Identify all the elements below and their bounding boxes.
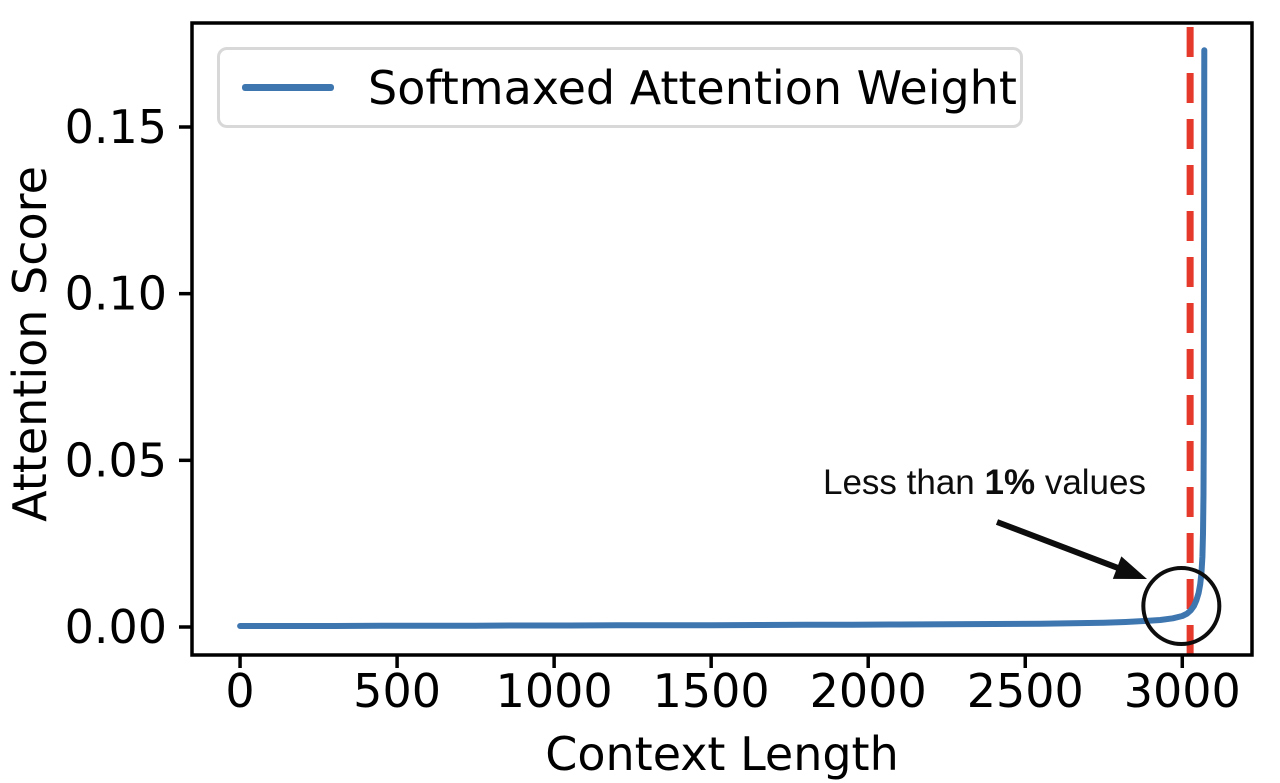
x-tick-label-4: 2000 — [810, 664, 927, 718]
legend-label: Softmaxed Attention Weight — [368, 60, 1017, 115]
annotation-less-than-1pct-text: Less than 1% values — [823, 463, 1146, 503]
y-tick-label-1: 0.05 — [65, 433, 167, 487]
x-tick-label-6: 3000 — [1124, 664, 1241, 718]
x-tick-label-1: 500 — [353, 664, 441, 718]
x-axis-label: Context Length — [545, 727, 899, 781]
legend-line-sample — [242, 84, 334, 91]
plot-border — [190, 21, 1254, 657]
x-tick-label-5: 2500 — [967, 664, 1084, 718]
y-axis-label: Attention Score — [3, 166, 57, 522]
x-tick-label-0: 0 — [225, 664, 254, 718]
y-tick-label-2: 0.10 — [65, 267, 167, 321]
series-line-0 — [237, 47, 1208, 629]
x-tick-label-3: 1500 — [653, 664, 770, 718]
annotation-text-bold: 1% — [984, 463, 1036, 502]
y-tick-label-0: 0.00 — [65, 600, 167, 654]
annotation-text-suffix: values — [1035, 463, 1146, 502]
annotation-circle — [1141, 566, 1222, 646]
legend: Softmaxed Attention Weight — [217, 47, 1023, 128]
annotation-arrow-shaft — [995, 519, 1122, 572]
annotation-text-prefix: Less than — [823, 463, 985, 502]
x-tick-label-2: 1000 — [496, 664, 613, 718]
y-tick-label-3: 0.15 — [65, 100, 167, 154]
annotation-arrow-head — [1112, 556, 1147, 579]
